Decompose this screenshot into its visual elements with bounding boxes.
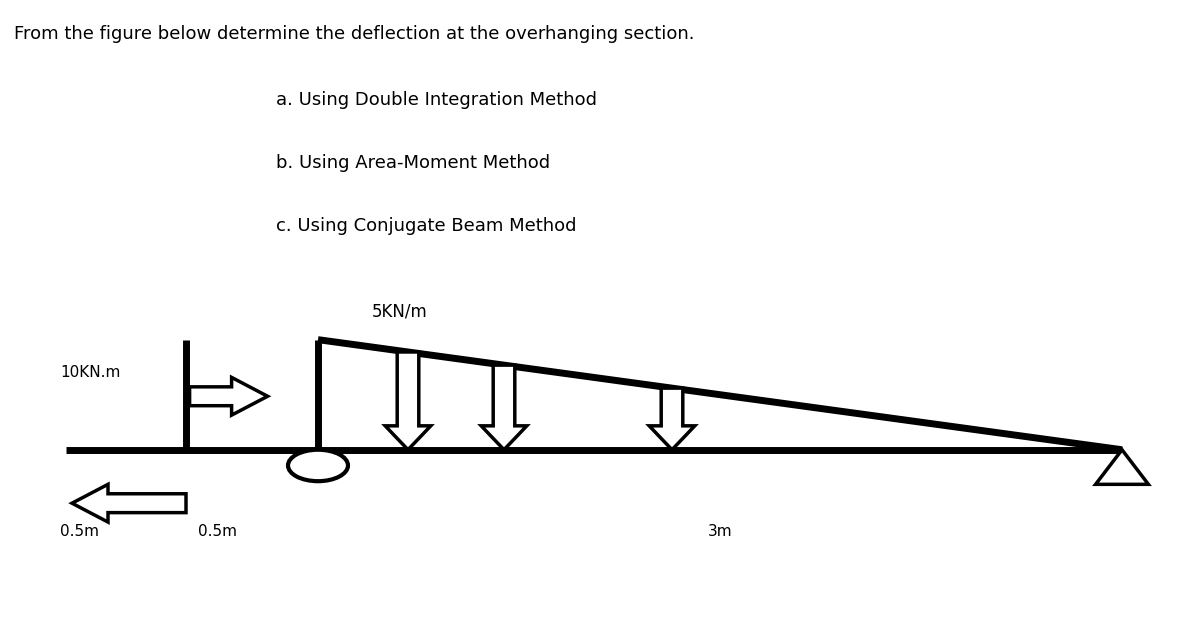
Circle shape	[288, 450, 348, 481]
Polygon shape	[1096, 450, 1148, 484]
Text: 3m: 3m	[708, 524, 732, 539]
Text: 0.5m: 0.5m	[198, 524, 238, 539]
Text: 5KN/m: 5KN/m	[372, 303, 427, 321]
Text: 10KN.m: 10KN.m	[60, 365, 120, 380]
FancyArrow shape	[385, 352, 431, 450]
FancyArrow shape	[190, 377, 268, 415]
Text: b. Using Area-Moment Method: b. Using Area-Moment Method	[276, 154, 550, 172]
Text: 0.5m: 0.5m	[60, 524, 98, 539]
Text: c. Using Conjugate Beam Method: c. Using Conjugate Beam Method	[276, 217, 576, 235]
FancyArrow shape	[649, 388, 695, 450]
FancyArrow shape	[72, 484, 186, 522]
Text: From the figure below determine the deflection at the overhanging section.: From the figure below determine the defl…	[14, 25, 695, 43]
FancyArrow shape	[481, 365, 527, 450]
Text: a. Using Double Integration Method: a. Using Double Integration Method	[276, 91, 598, 109]
